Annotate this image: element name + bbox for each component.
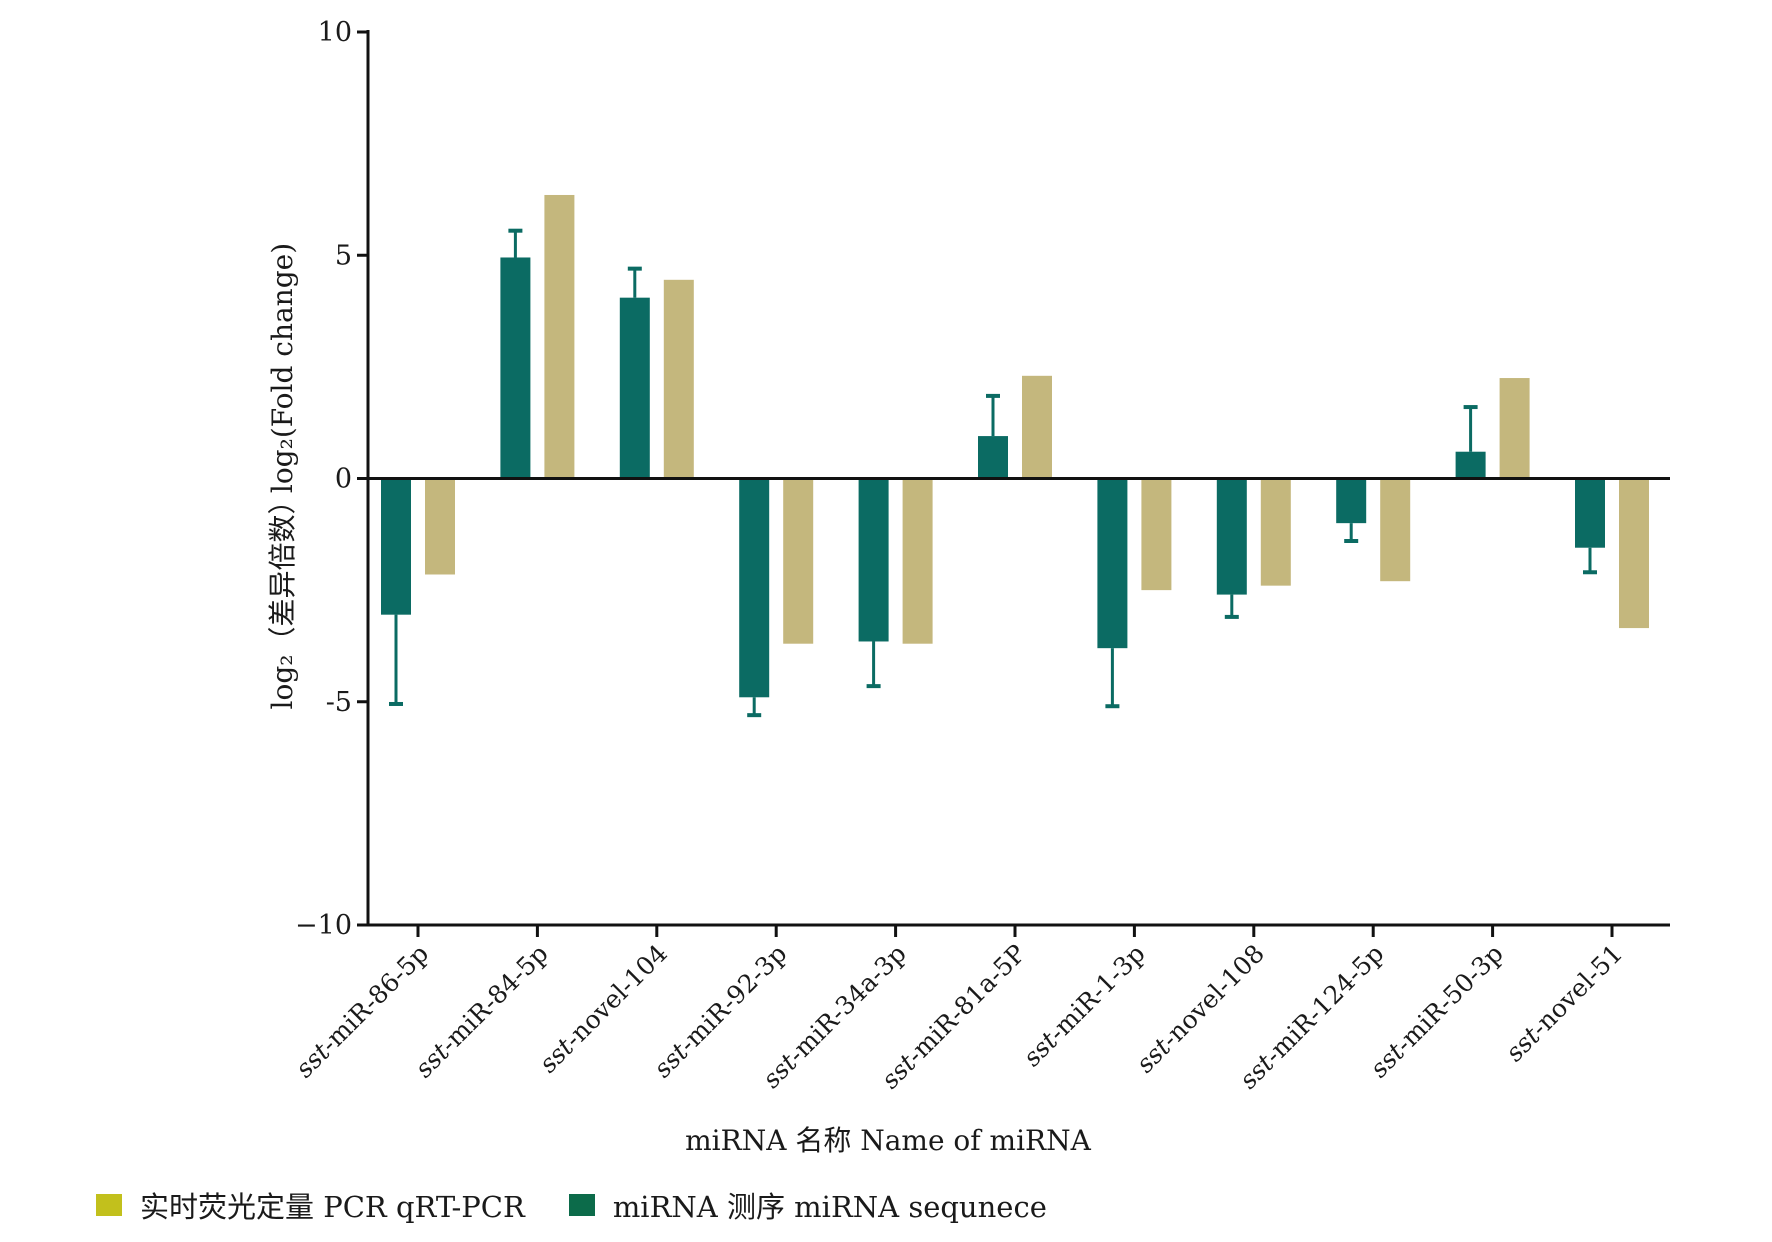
x-tick-label-name: miR-92-3p — [679, 939, 792, 1052]
legend-swatch-mirna-seq — [568, 1194, 595, 1216]
x-tick-label-name: miR-86-5p — [321, 939, 434, 1052]
y-tick-label: 0 — [335, 464, 352, 495]
legend-item-mirna-seq: miRNA 测序 miRNA sequnece — [568, 1184, 1047, 1226]
bar-mirna-seq — [858, 478, 889, 642]
bars-layer — [381, 194, 1649, 718]
legend-label-mirna-seq: miRNA 测序 miRNA sequnece — [612, 1190, 1047, 1224]
bar-mirna-seq — [1455, 451, 1486, 479]
bar-qrt-pcr — [902, 478, 933, 644]
legend-label-qrt-pcr: 实时荧光定量 PCR qRT-PCR — [140, 1190, 525, 1224]
bar-qrt-pcr — [1619, 478, 1649, 629]
y-tick-label: 5 — [335, 240, 352, 271]
labels-layer: 1050-5−10sst-miR-86-5psst-miR-84-5psst-n… — [290, 17, 1628, 1094]
bar-mirna-seq — [1336, 478, 1367, 524]
bar-mirna-seq — [739, 478, 770, 698]
bar-qrt-pcr — [1260, 478, 1291, 586]
x-tick-label-name: novel-104 — [565, 939, 673, 1047]
y-tick-label: −10 — [295, 910, 352, 941]
bar-qrt-pcr — [1141, 478, 1172, 591]
y-tick-label: 10 — [318, 17, 352, 48]
x-tick-label-group: sst-miR-1-3p — [1017, 939, 1150, 1072]
bar-mirna-seq — [619, 297, 650, 479]
legend: 实时荧光定量 PCR qRT-PCR miRNA 测序 miRNA sequne… — [96, 1184, 1091, 1226]
bar-qrt-pcr — [1499, 378, 1530, 479]
x-tick-label: sst-novel-51 — [1500, 939, 1628, 1067]
bar-mirna-seq — [1575, 478, 1605, 548]
x-tick-label-name: novel-108 — [1162, 939, 1270, 1047]
x-tick-label: sst-miR-1-3p — [1017, 939, 1150, 1072]
bar-mirna-seq — [1097, 478, 1128, 649]
x-tick-label-name: miR-1-3p — [1049, 939, 1151, 1041]
x-tick-label-name: miR-81a-5P — [907, 939, 1031, 1063]
legend-item-qrt-pcr: 实时荧光定量 PCR qRT-PCR — [96, 1184, 525, 1226]
bar-mirna-seq — [978, 436, 1008, 479]
bar-chart: 1050-5−10sst-miR-86-5psst-miR-84-5psst-n… — [266, 17, 1670, 1157]
y-tick-label: -5 — [326, 687, 352, 718]
bar-qrt-pcr — [1022, 375, 1052, 479]
x-tick-label-name: novel-51 — [1531, 939, 1628, 1036]
x-tick-label-group: sst-novel-51 — [1500, 939, 1628, 1067]
bar-mirna-seq — [500, 257, 531, 479]
x-tick-label-name: miR-34a-3p — [788, 939, 912, 1063]
x-tick-label-name: miR-84-5p — [440, 939, 553, 1052]
bar-mirna-seq — [381, 478, 411, 615]
legend-swatch-qrt-pcr — [96, 1194, 122, 1216]
bar-qrt-pcr — [1380, 478, 1411, 582]
y-axis-title: log₂（差异倍数） log₂(Fold change) — [266, 243, 299, 710]
bar-qrt-pcr — [425, 478, 455, 575]
bar-qrt-pcr — [783, 478, 814, 644]
bar-qrt-pcr — [663, 279, 694, 479]
x-tick-label-name: miR-50-3p — [1396, 939, 1509, 1052]
y-axis-title-en: log₂(Fold change) — [266, 243, 299, 493]
bar-mirna-seq — [1216, 478, 1247, 595]
y-axis-title-cn: log₂（差异倍数） — [266, 487, 299, 710]
x-axis-title: miRNA 名称 Name of miRNA — [685, 1124, 1092, 1157]
x-tick-label-name: miR-124-5p — [1265, 939, 1389, 1063]
axes-layer — [357, 30, 1670, 937]
bar-qrt-pcr — [544, 194, 575, 479]
